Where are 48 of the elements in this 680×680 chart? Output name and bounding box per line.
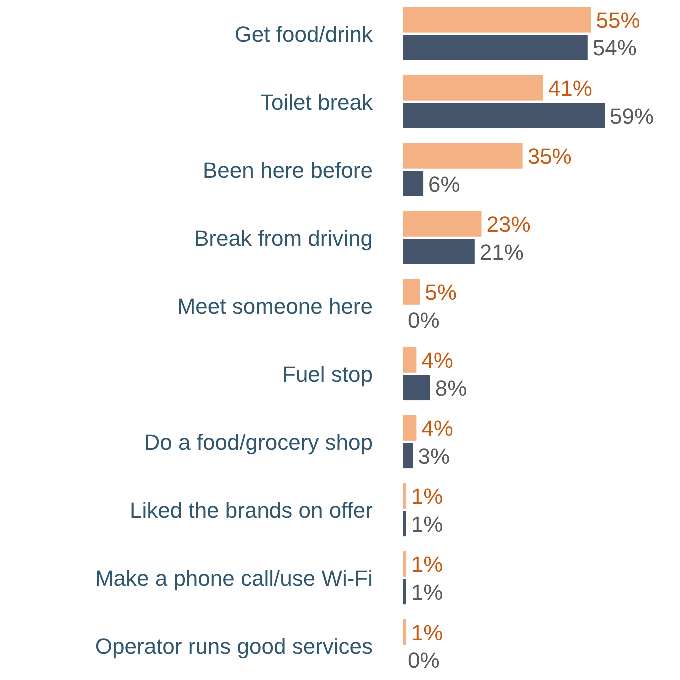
bar: [403, 103, 605, 128]
y-tick-label: Make a phone call/use Wi-Fi: [95, 566, 373, 592]
bar: [403, 143, 523, 169]
y-tick-label: Meet someone here: [177, 294, 373, 319]
data-label: 3%: [418, 444, 450, 469]
bar: [403, 239, 475, 264]
bar: [403, 443, 414, 469]
data-label: 23%: [486, 212, 531, 238]
data-label: 41%: [548, 76, 592, 102]
data-label: 1%: [411, 552, 444, 578]
bar: [403, 484, 406, 509]
data-label: 5%: [425, 280, 457, 306]
bar: [403, 375, 430, 401]
bar: [403, 35, 588, 60]
data-label: 4%: [422, 416, 454, 442]
data-label: 4%: [422, 348, 454, 374]
data-label: 55%: [596, 8, 640, 34]
data-label: 0%: [408, 308, 440, 333]
y-tick-label: Been here before: [202, 158, 373, 183]
y-tick-label: Operator runs good services: [95, 634, 373, 660]
y-tick-label: Do a food/grocery shop: [144, 430, 373, 456]
bar: [403, 620, 406, 645]
bar: [403, 579, 406, 605]
bar: [403, 171, 424, 196]
bar: [403, 552, 406, 577]
data-label: 1%: [411, 620, 444, 646]
data-label: 1%: [411, 512, 444, 537]
bar: [403, 511, 406, 537]
data-label: 54%: [592, 36, 637, 61]
bar: [403, 279, 420, 305]
data-label: 8%: [435, 376, 468, 401]
bar: [403, 416, 417, 441]
data-label: 35%: [528, 144, 572, 170]
data-label: 6%: [428, 172, 460, 197]
data-label: 59%: [610, 104, 654, 129]
data-label: 1%: [411, 484, 444, 510]
y-tick-label: Toilet break: [260, 90, 374, 115]
y-tick-label: Get food/drink: [234, 22, 374, 47]
y-tick-label: Break from driving: [194, 226, 373, 251]
data-label: 21%: [480, 240, 524, 265]
bar: [403, 7, 592, 33]
data-label: 1%: [411, 580, 444, 605]
y-tick-label: Liked the brands on offer: [130, 498, 373, 524]
data-label: 0%: [408, 648, 440, 673]
bar: [403, 347, 417, 373]
y-tick-label: Fuel stop: [282, 362, 373, 388]
bar: [403, 211, 482, 237]
bar: [403, 75, 544, 101]
